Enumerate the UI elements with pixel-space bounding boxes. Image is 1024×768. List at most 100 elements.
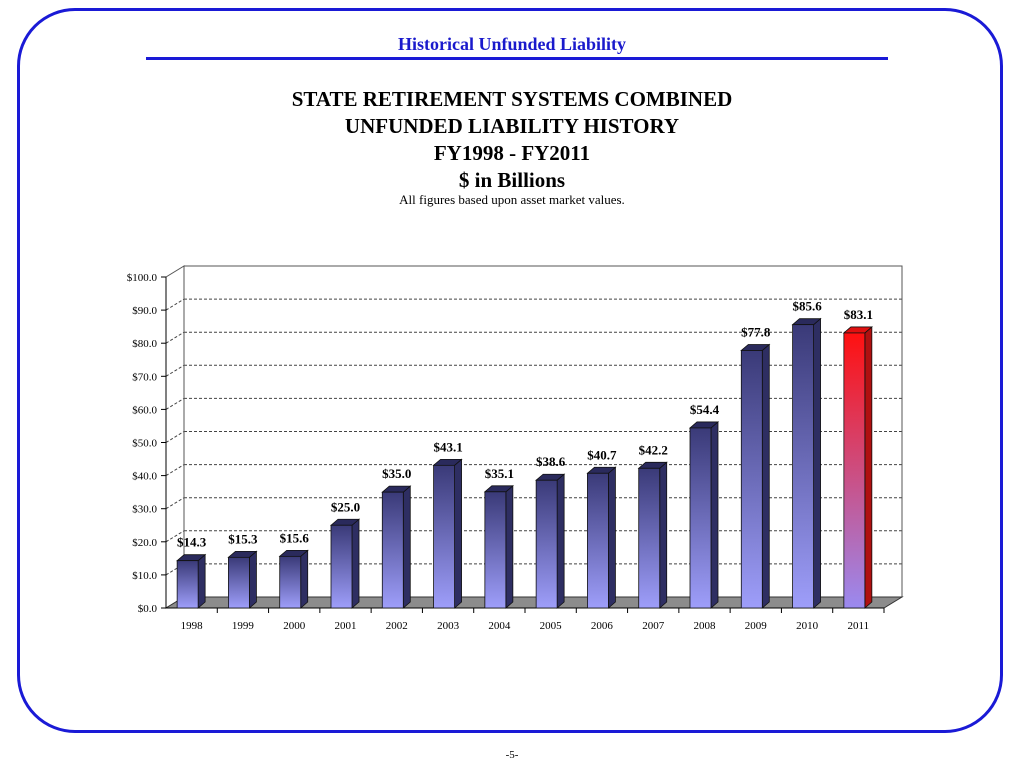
x-tick-label-2010: 2010 — [796, 620, 819, 632]
bar-side — [351, 518, 360, 609]
x-tick-label-2009: 2009 — [745, 620, 768, 632]
bar-front — [587, 472, 609, 609]
data-label-1999: $15.3 — [228, 531, 258, 546]
bar-2010 — [791, 317, 822, 609]
gridline-side — [165, 397, 185, 410]
bar-front — [433, 464, 455, 609]
x-tick-label-2002: 2002 — [386, 620, 408, 632]
x-tick-label-2004: 2004 — [488, 620, 511, 632]
y-tick-label: $0.0 — [138, 603, 158, 615]
x-tick-label-1999: 1999 — [232, 620, 255, 632]
data-label-2000: $15.6 — [280, 530, 310, 545]
chart-title: STATE RETIREMENT SYSTEMS COMBINED UNFUND… — [0, 86, 1024, 194]
data-label-2010: $85.6 — [792, 299, 822, 314]
bar-side — [197, 553, 206, 609]
bar-2001 — [329, 518, 361, 609]
data-label-2003: $43.1 — [433, 439, 462, 454]
slide-frame — [17, 8, 1003, 733]
bar-side — [659, 461, 668, 609]
data-label-1998: $14.3 — [177, 535, 207, 550]
y-tick-label: $70.0 — [132, 371, 157, 383]
x-tick-label-2008: 2008 — [694, 620, 717, 632]
page-header-title: Historical Unfunded Liability — [397, 34, 627, 54]
x-tick-label-2000: 2000 — [283, 620, 306, 632]
gridline-side — [165, 431, 185, 443]
bar-2002 — [381, 485, 412, 609]
bar-1998 — [176, 553, 207, 609]
x-tick-label-2003: 2003 — [437, 620, 460, 632]
y-tick-label: $20.0 — [132, 537, 157, 549]
bar-front — [638, 467, 661, 609]
bar-front — [279, 555, 302, 609]
x-tick-label-2007: 2007 — [642, 620, 665, 632]
bar-side — [710, 421, 719, 609]
y-tick-label: $50.0 — [132, 438, 157, 450]
x-tick-label-2005: 2005 — [540, 620, 563, 632]
gridline-side — [165, 530, 185, 543]
bar-2008 — [688, 421, 720, 609]
bar-front — [228, 556, 250, 609]
bar-side — [454, 458, 462, 609]
x-tick-label-2011: 2011 — [848, 620, 870, 632]
chart-labels: $0.0 $10.0 $20.0 $30.0 $40.0 $50.0 $60.0 $70.0 $… — [127, 272, 873, 632]
y-tick-label: $60.0 — [132, 404, 157, 416]
x-tick-label-1998: 1998 — [181, 620, 204, 632]
header-divider — [146, 57, 888, 60]
data-label-2001: $25.0 — [331, 499, 360, 514]
data-label-2008: $54.4 — [690, 402, 720, 417]
chart-bars — [176, 317, 873, 609]
bar-front — [689, 427, 712, 609]
bar-2004 — [483, 484, 514, 609]
bar-2003 — [432, 458, 463, 609]
y-tick-label: $30.0 — [132, 504, 157, 516]
y-tick-label: $100.0 — [127, 272, 158, 284]
chart-title-line-1: STATE RETIREMENT SYSTEMS COMBINED — [291, 87, 733, 111]
chart-title-line-3: FY1998 - FY2011 — [433, 141, 591, 165]
bar-side — [505, 484, 514, 609]
bar-side — [761, 343, 770, 609]
gridline-side — [165, 364, 185, 377]
chart-axes — [161, 265, 904, 613]
bar-side — [608, 466, 616, 609]
bar-side — [864, 326, 873, 609]
bar-side — [402, 485, 411, 609]
y-tick-label: $90.0 — [132, 305, 157, 317]
bar-front — [792, 324, 814, 609]
bar-2005 — [535, 473, 566, 609]
data-label-2009: $77.8 — [741, 324, 771, 339]
bar-front — [176, 560, 199, 609]
bar-side — [556, 473, 565, 609]
bar-side — [249, 550, 257, 609]
bar-2000 — [278, 549, 309, 609]
gridline-side — [165, 464, 185, 477]
chart-gridlines — [165, 298, 902, 576]
bar-2006 — [586, 466, 617, 609]
bar-front — [381, 491, 404, 609]
bar-1999 — [227, 550, 258, 609]
chart-subtitle: All figures based upon asset market valu… — [399, 192, 625, 207]
chart-floor — [164, 596, 904, 609]
bar-2007 — [637, 461, 668, 609]
gridline-side — [165, 298, 185, 311]
bar-front — [843, 332, 866, 609]
page-number: -5- — [505, 749, 519, 761]
bar-front — [535, 479, 558, 609]
y-tick-label: $10.0 — [132, 570, 157, 582]
data-label-2011: $83.1 — [844, 307, 873, 322]
data-label-2007: $42.2 — [639, 442, 668, 457]
y-tick-label: $80.0 — [132, 338, 157, 350]
data-label-2004: $35.1 — [485, 466, 514, 481]
gridline-side — [165, 331, 185, 344]
y-tick-label: $40.0 — [132, 471, 157, 483]
bar-front — [740, 350, 763, 609]
x-tick-label-2006: 2006 — [591, 620, 614, 632]
x-tick-label-2001: 2001 — [335, 620, 357, 632]
data-label-2005: $38.6 — [536, 454, 566, 469]
chart-title-line-2: UNFUNDED LIABILITY HISTORY — [344, 114, 680, 138]
data-label-2006: $40.7 — [587, 447, 617, 462]
bar-front — [330, 524, 353, 609]
bar-front — [484, 491, 507, 609]
chart-title-line-4: $ in Billions — [458, 168, 566, 192]
data-label-2002: $35.0 — [382, 466, 411, 481]
